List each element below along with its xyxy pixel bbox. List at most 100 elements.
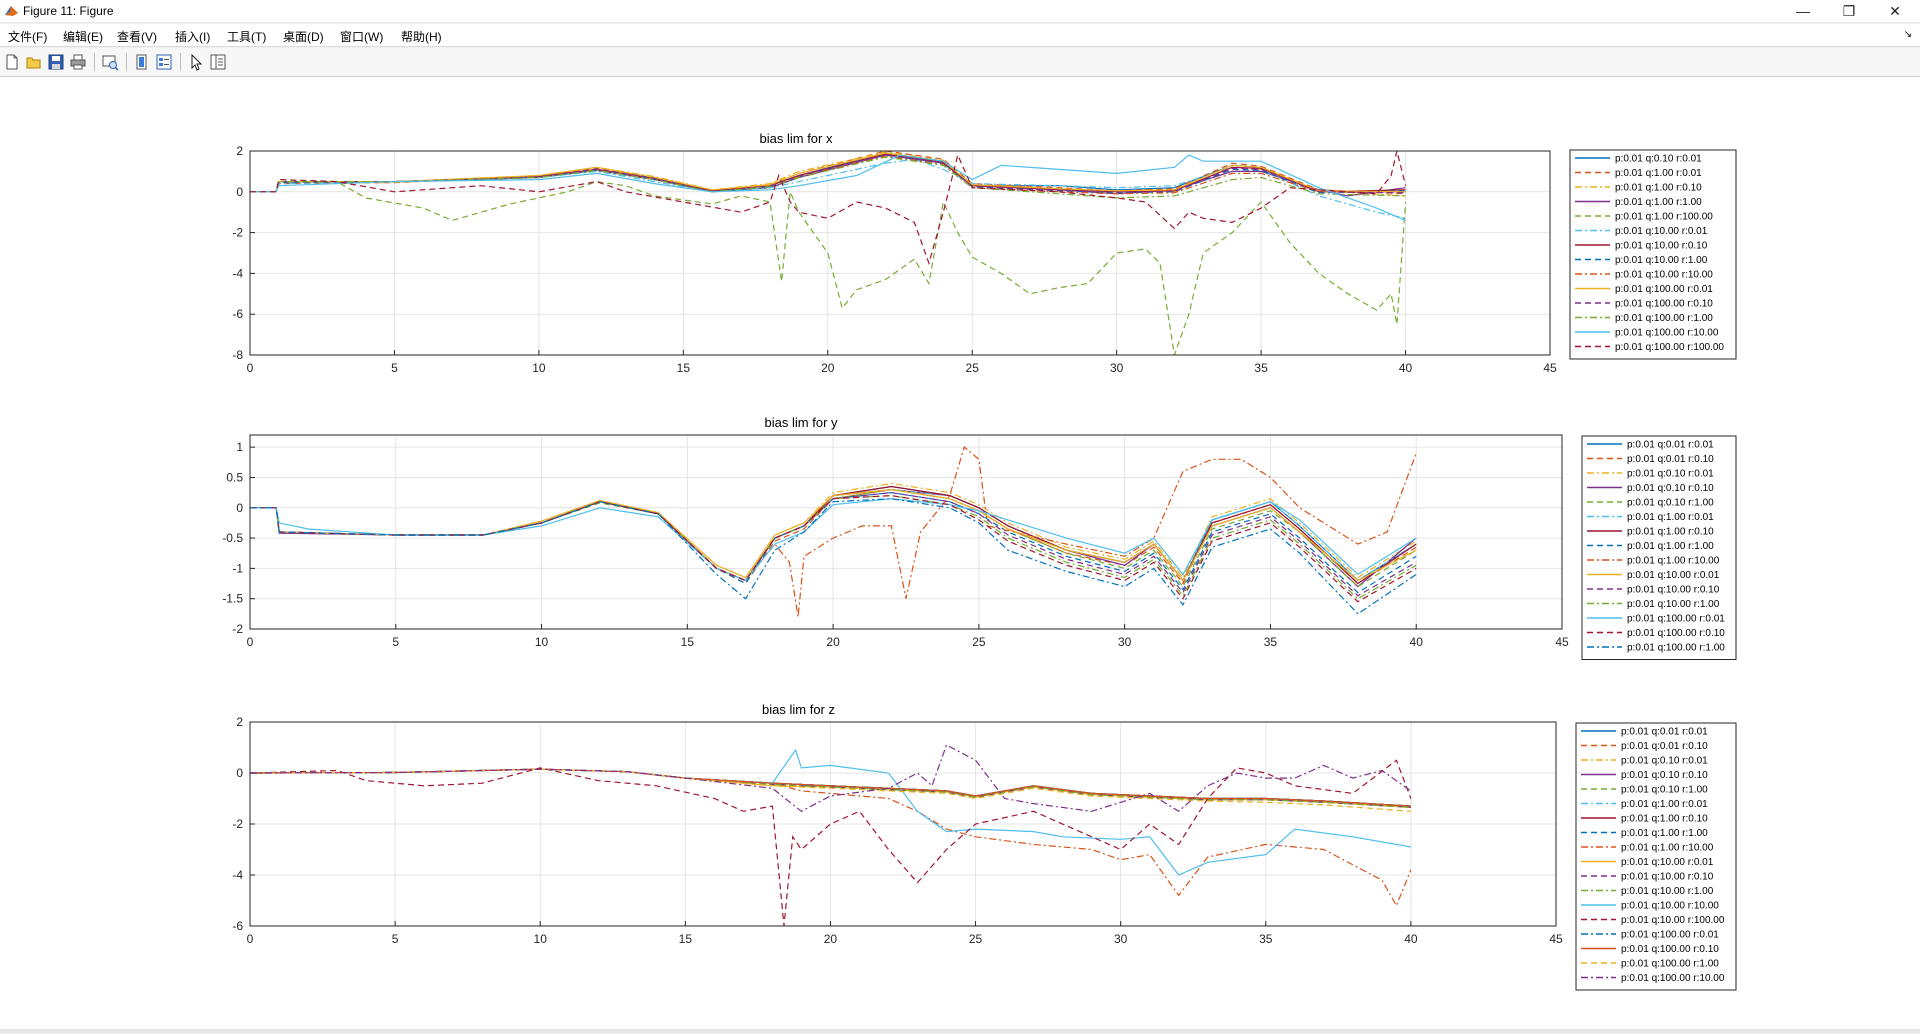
y-tick-label: 1 [236,440,243,454]
x-tick-label: 20 [824,932,838,946]
legend-label: p:0.01 q:100.00 r:0.01 [1615,284,1713,295]
x-tick-label: 0 [247,361,254,375]
minimize-button[interactable]: — [1796,3,1810,19]
property-inspector-icon[interactable] [154,52,174,72]
figure-toolbar [0,48,1920,77]
legend-label: p:0.01 q:0.10 r:0.01 [1621,756,1708,767]
series-line [250,178,1407,355]
y-tick-label: -2 [232,622,243,636]
menu-window[interactable]: 窗口(W) [340,30,384,44]
axes-background [250,151,1550,355]
legend-label: p:0.01 q:100.00 r:10.00 [1621,973,1725,984]
subplot-2: 0 5 10 15 20 25 30 35 40 45 1 0.5 0 -0.5 -1 -1.5 -2 bias … [222,415,1737,660]
menu-edit[interactable]: 编辑(E) [63,30,103,44]
x-tick-label: 20 [821,361,835,375]
legend-label: p:0.01 q:1.00 r:0.10 [1627,527,1714,538]
menu-help[interactable]: 帮助(H) [401,30,442,44]
legend-label: p:0.01 q:10.00 r:100.00 [1621,915,1725,926]
link-plot-icon[interactable] [132,52,152,72]
legend-label: p:0.01 q:1.00 r:1.00 [1621,828,1708,839]
legend-label: p:0.01 q:0.10 r:0.01 [1627,469,1714,480]
legend-label: p:0.01 q:1.00 r:10.00 [1621,843,1714,854]
save-icon[interactable] [46,52,66,72]
menu-insert[interactable]: 插入(I) [175,30,211,44]
menu-tools[interactable]: 工具(T) [227,30,267,44]
legend-label: p:0.01 q:100.00 r:1.00 [1627,643,1725,654]
undock-arrow-icon[interactable]: ↘ [1903,29,1912,40]
series-line [250,494,1417,603]
x-tick-label: 40 [1410,635,1424,649]
x-tick-label: 40 [1399,361,1413,375]
window-title: Figure 11: Figure [23,4,114,18]
maximize-button[interactable]: ❐ [1842,3,1856,19]
edit-plot-arrow-icon[interactable] [186,52,206,72]
chart-title: bias lim for z [762,702,835,717]
legend-label: p:0.01 q:100.00 r:10.00 [1615,328,1719,339]
legend-label: p:0.01 q:0.10 r:0.01 [1615,154,1702,165]
legend-label: p:0.01 q:100.00 r:0.10 [1627,628,1725,639]
x-tick-label: 35 [1254,361,1268,375]
legend-label: p:0.01 q:1.00 r:0.01 [1621,799,1708,810]
y-tick-label: 0.5 [226,470,243,484]
legend-label: p:0.01 q:10.00 r:1.00 [1627,599,1720,610]
legend-label: p:0.01 q:1.00 r:1.00 [1615,197,1702,208]
plot-browser-icon[interactable] [208,52,228,72]
x-tick-label: 10 [534,932,548,946]
window-bottom-border [0,1029,1920,1033]
close-button[interactable]: ✕ [1889,3,1901,19]
figure-canvas[interactable]: 0 5 10 15 20 25 30 35 40 45 2 0 -2 -4 -6 -8 bias lim for… [0,77,1920,1029]
new-figure-icon[interactable] [2,52,22,72]
y-tick-label: 2 [236,144,243,158]
y-tick-label: -8 [232,348,243,362]
legend-label: p:0.01 q:0.10 r:0.10 [1621,770,1708,781]
y-tick-label: 0 [236,501,243,515]
open-file-icon[interactable] [24,52,44,72]
chart-title: bias lim for y [765,415,838,430]
y-tick-label: -4 [232,868,243,882]
series-line [250,154,1406,221]
series-line [250,151,1407,266]
window-titlebar: Figure 11: Figure — ❐ ✕ [0,0,1920,23]
x-tick-label: 15 [681,635,695,649]
x-tick-label: 0 [247,932,254,946]
legend-label: p:0.01 q:10.00 r:0.10 [1621,872,1714,883]
legend-label: p:0.01 q:1.00 r:10.00 [1627,556,1720,567]
legend-label: p:0.01 q:10.00 r:0.01 [1621,857,1714,868]
legend-label: p:0.01 q:1.00 r:0.01 [1615,168,1702,179]
y-tick-label: 0 [236,185,243,199]
x-tick-label: 45 [1555,635,1569,649]
print-icon[interactable] [68,52,88,72]
legend-label: p:0.01 q:100.00 r:0.10 [1615,299,1713,310]
menu-file[interactable]: 文件(F) [8,30,48,44]
toolbar-separator [94,53,95,71]
x-tick-label: 45 [1543,361,1557,375]
x-tick-label: 10 [532,361,546,375]
legend-label: p:0.01 q:1.00 r:0.10 [1621,814,1708,825]
legend-box [1575,722,1737,991]
legend-label: p:0.01 q:0.01 r:0.01 [1627,440,1714,451]
x-tick-label: 30 [1118,635,1132,649]
legend-box [1569,149,1737,360]
y-tick-label: -6 [232,307,243,321]
menu-desktop[interactable]: 桌面(D) [283,30,324,44]
series-line [250,498,1417,615]
y-tick-label: -0.5 [222,531,243,545]
y-tick-label: 2 [236,715,243,729]
print-preview-icon[interactable] [100,52,120,72]
x-tick-label: 35 [1259,932,1273,946]
legend-label: p:0.01 q:0.01 r:0.10 [1621,741,1708,752]
axes-frame [249,150,1551,356]
legend-label: p:0.01 q:100.00 r:0.01 [1621,930,1719,941]
x-tick-label: 5 [392,932,399,946]
legend-label: p:0.01 q:10.00 r:0.01 [1627,570,1720,581]
x-tick-label: 30 [1110,361,1124,375]
axes-frame [249,721,1557,927]
legend-label: p:0.01 q:10.00 r:1.00 [1621,886,1714,897]
x-tick-label: 25 [966,361,980,375]
menu-view[interactable]: 查看(V) [117,30,157,44]
x-tick-label: 35 [1264,635,1278,649]
legend: p:0.01 q:0.01 r:0.01 p:0.01 q:0.01 r:0.10… [1575,722,1737,991]
legend-label: p:0.01 q:0.10 r:1.00 [1621,785,1708,796]
